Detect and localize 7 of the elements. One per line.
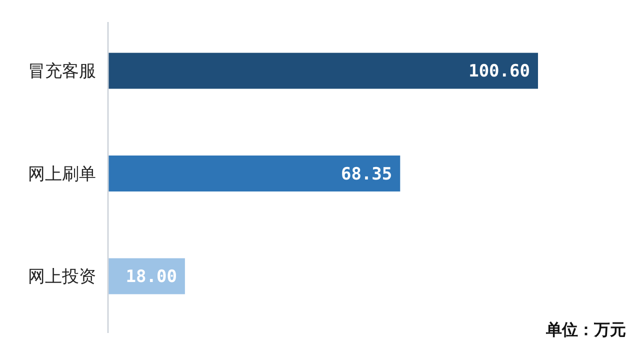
data-label: 18.00 xyxy=(126,267,177,288)
data-label: 100.60 xyxy=(468,62,530,82)
y-tick-label: 网上刷单 xyxy=(28,164,96,184)
y-tick-label: 冒充客服 xyxy=(28,62,96,82)
y-tick-label: 网上投资 xyxy=(28,267,96,288)
text: 单位：万元 xyxy=(545,320,626,339)
data-label: 68.35 xyxy=(340,164,392,184)
